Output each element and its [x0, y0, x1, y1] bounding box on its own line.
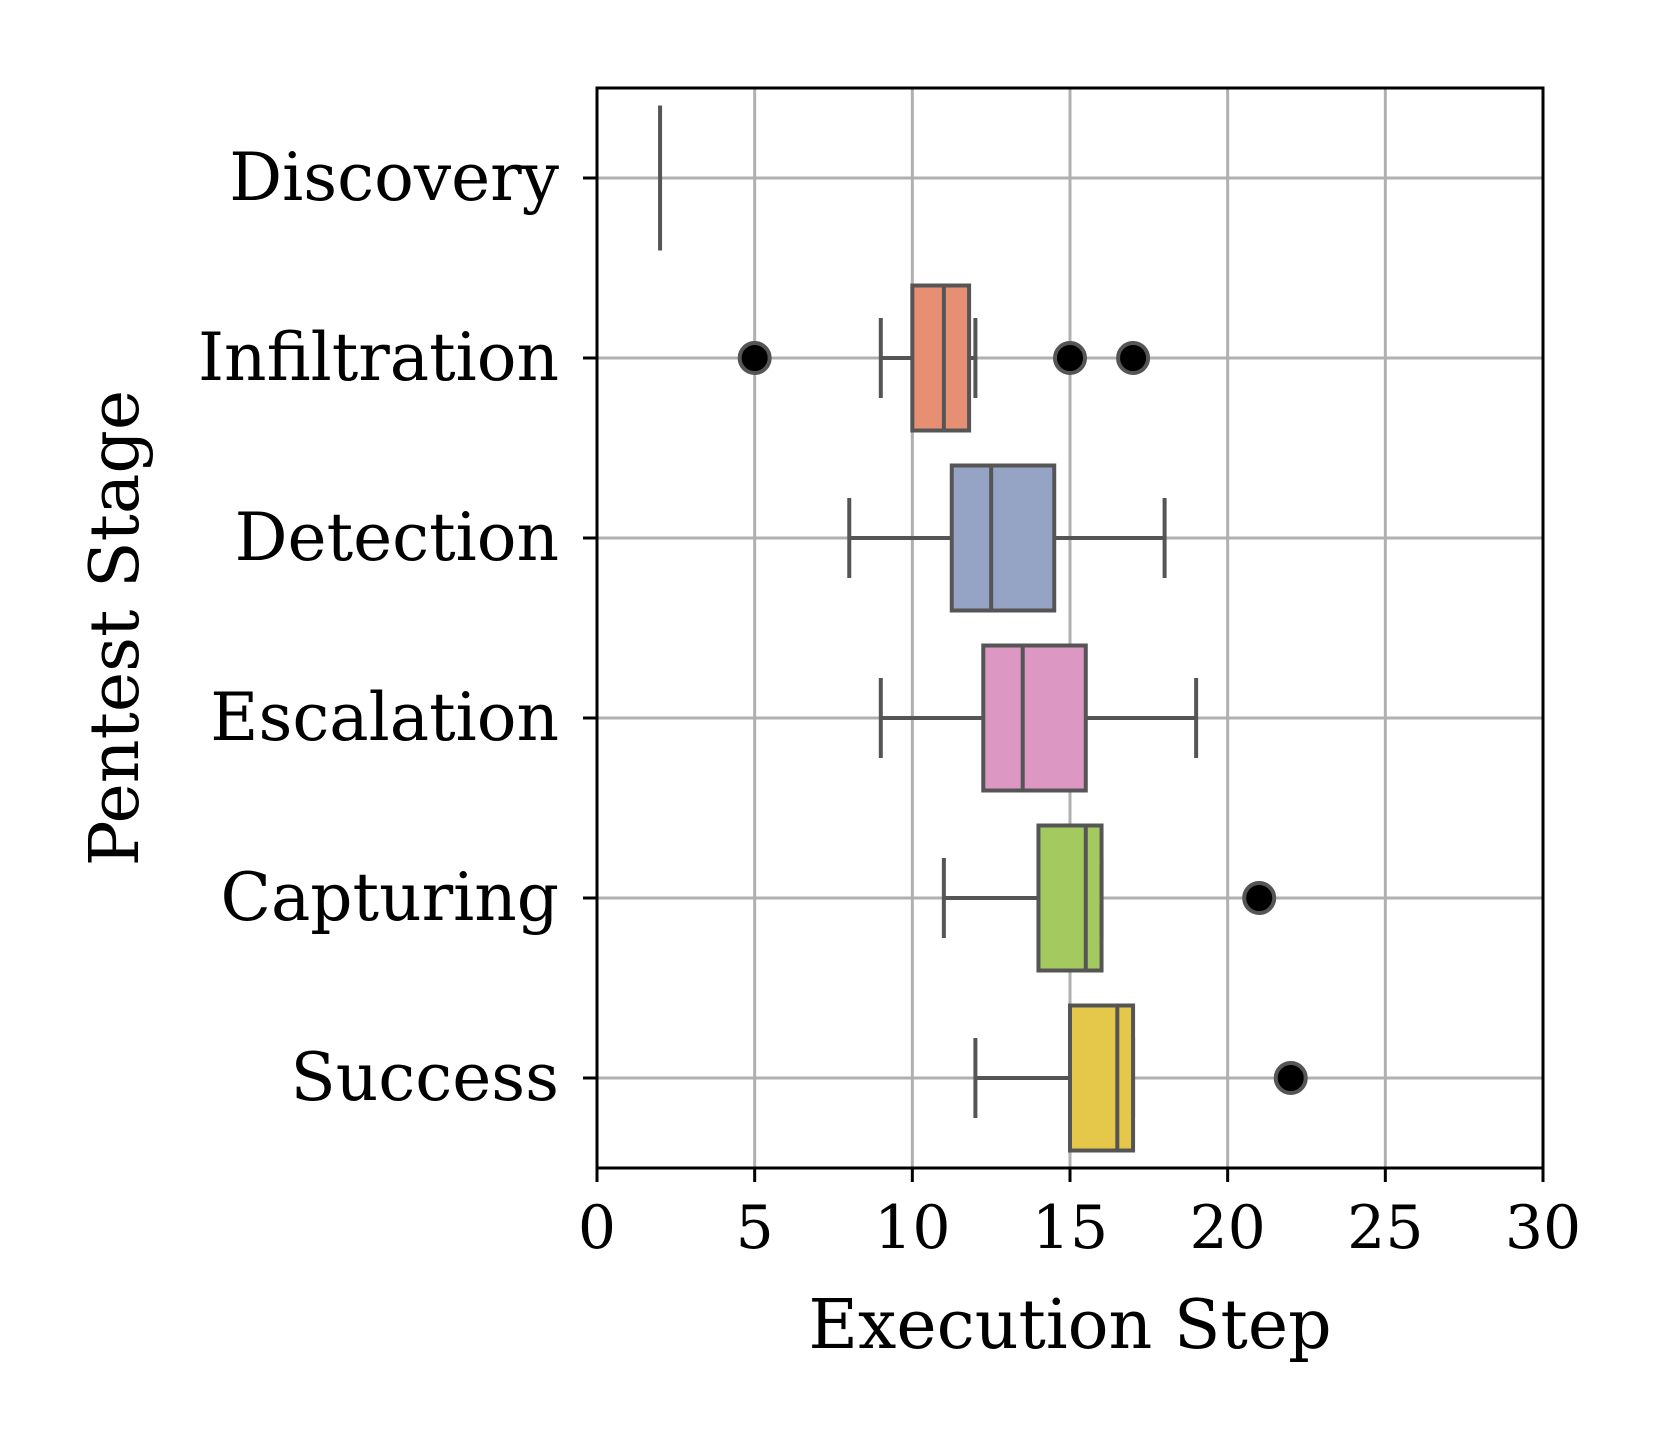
- outlier-capturing-0: [1242, 881, 1277, 915]
- category-label-infiltration: Infiltration: [198, 319, 559, 396]
- box-escalation: [981, 643, 1088, 793]
- x-tick-label-0: 0: [578, 1193, 616, 1263]
- outlier-infiltration-1: [1053, 341, 1087, 375]
- box-group-escalation: [878, 643, 1199, 793]
- box-capturing: [1036, 823, 1104, 973]
- box-group-capturing: [941, 823, 1277, 973]
- category-label-discovery: Discovery: [229, 139, 559, 216]
- x-tick-label-10: 10: [874, 1193, 950, 1263]
- x-tick-label-5: 5: [736, 1193, 774, 1263]
- box-group-infiltration: [737, 283, 1151, 433]
- outlier-infiltration-2: [1116, 341, 1151, 375]
- x-tick-label-15: 15: [1032, 1193, 1108, 1263]
- category-label-escalation: Escalation: [210, 679, 559, 756]
- box-group-success: [973, 1003, 1308, 1153]
- category-label-detection: Detection: [235, 499, 559, 576]
- category-label-success: Success: [291, 1039, 559, 1116]
- x-tick-label-30: 30: [1505, 1193, 1581, 1263]
- boxes: [658, 105, 1308, 1153]
- ticks: 0 5 10 15 20 25 30 Discovery Infiltration Detecti…: [198, 139, 1581, 1263]
- y-axis-title: Pentest Stage: [76, 390, 155, 866]
- box-group-detection: [847, 463, 1167, 613]
- x-axis-title: Execution Step: [808, 1286, 1331, 1365]
- outlier-infiltration-0: [737, 341, 772, 375]
- outlier-success-0: [1273, 1061, 1308, 1095]
- box-detection: [949, 463, 1057, 613]
- x-tick-label-25: 25: [1347, 1193, 1423, 1263]
- box-success: [1068, 1003, 1136, 1153]
- category-label-capturing: Capturing: [220, 859, 559, 936]
- box-infiltration: [910, 283, 972, 433]
- x-tick-label-20: 20: [1189, 1193, 1265, 1263]
